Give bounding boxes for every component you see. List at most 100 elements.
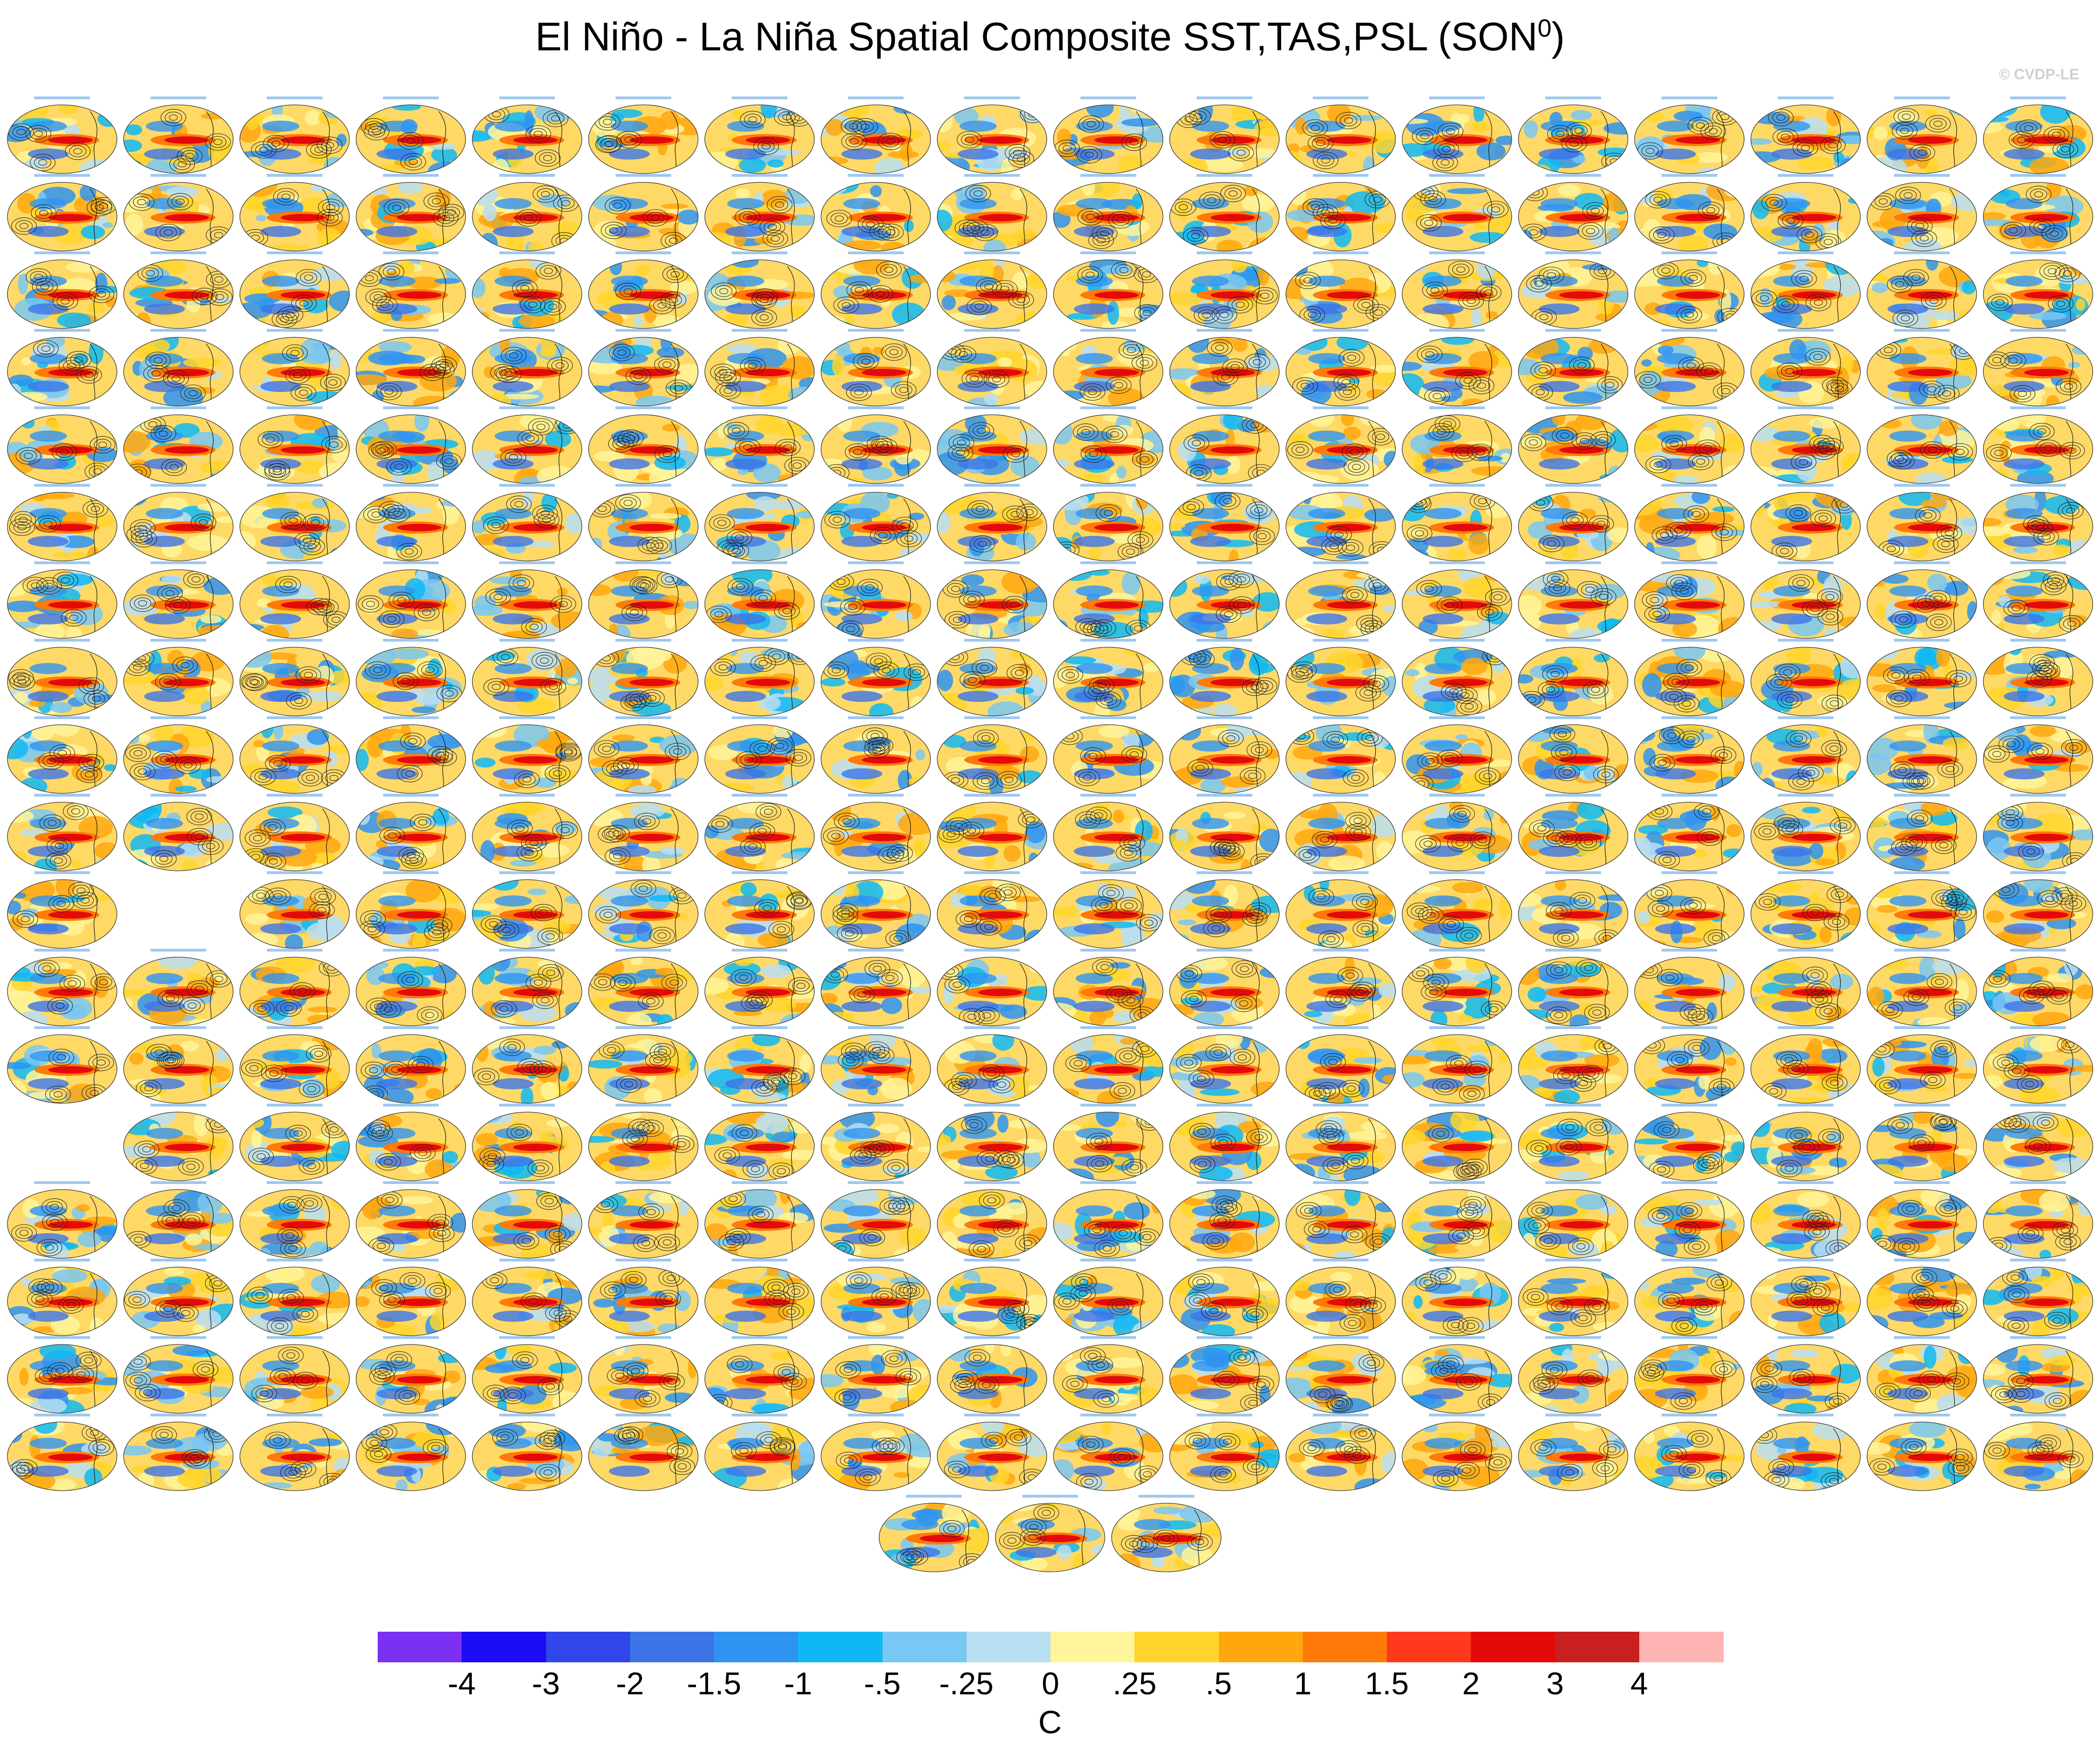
map-panel — [1402, 251, 1512, 329]
map-border — [820, 104, 931, 174]
psl-contour — [1649, 193, 1667, 206]
map-field — [1983, 492, 2093, 561]
psl-contour — [1193, 113, 1203, 120]
map-panel — [472, 561, 582, 639]
cool-anomaly-south — [841, 536, 883, 547]
anomaly-patch — [1203, 158, 1243, 172]
anomaly-patch — [1471, 466, 1512, 476]
psl-contour — [26, 125, 52, 142]
panel-title-label — [848, 251, 904, 254]
coastline — [903, 111, 911, 172]
map-panel — [1867, 251, 1977, 329]
anomaly-patch — [1826, 106, 1842, 127]
anomaly-patch — [1442, 337, 1474, 345]
anomaly-patch — [268, 244, 308, 251]
anomaly-patch — [1601, 618, 1623, 638]
psl-contour — [1913, 147, 1931, 159]
anomaly-patch — [937, 417, 959, 428]
map-panel — [820, 329, 931, 406]
psl-contour — [1085, 152, 1094, 158]
cool-anomaly-north — [2005, 353, 2043, 364]
psl-contour — [1704, 125, 1722, 137]
map-panel — [1983, 251, 2094, 329]
cool-anomaly-north — [1889, 353, 1926, 364]
panel-title-label — [1429, 329, 1485, 332]
psl-contour — [1768, 109, 1794, 126]
panel-title-label — [150, 561, 206, 564]
cool-anomaly-south — [841, 148, 883, 160]
map-panel — [1983, 329, 2094, 406]
psl-contour — [165, 111, 182, 123]
nino-core — [1559, 291, 1604, 299]
psl-contour — [1179, 204, 1188, 211]
coastline — [206, 111, 214, 172]
anomaly-patch — [1872, 282, 1888, 293]
map-border — [1169, 182, 1280, 251]
map-panel — [1634, 174, 1745, 251]
map-panel — [1285, 97, 1396, 174]
cool-anomaly-south — [1190, 536, 1231, 547]
psl-contour — [1765, 197, 1783, 209]
coastline — [1252, 188, 1260, 250]
psl-contour — [1302, 119, 1328, 137]
psl-contour — [520, 212, 537, 224]
panel-title-label — [848, 484, 904, 487]
anomaly-patch — [1406, 244, 1416, 251]
map-panel — [704, 561, 815, 639]
map-panel — [704, 406, 815, 484]
cool-anomaly-south — [1074, 226, 1115, 237]
anomaly-patch — [1140, 340, 1162, 346]
cool-anomaly-north — [378, 276, 416, 287]
anomaly-patch — [483, 204, 497, 221]
psl-contour — [1903, 192, 1913, 199]
anomaly-patch — [271, 105, 283, 118]
psl-contour — [16, 129, 26, 135]
map-panel — [1518, 484, 1629, 561]
psl-contour — [1907, 217, 1933, 235]
nino-core — [1327, 369, 1372, 376]
map-field — [1053, 415, 1163, 483]
psl-contour — [1782, 214, 1799, 227]
anomaly-patch — [567, 678, 578, 685]
map-field — [1635, 415, 1744, 483]
nino-core — [1211, 136, 1255, 144]
anomaly-patch — [2076, 298, 2086, 311]
map-border — [1285, 104, 1396, 174]
anomaly-patch — [1476, 142, 1506, 161]
psl-contour — [886, 138, 895, 145]
anomaly-patch — [1229, 549, 1239, 561]
psl-contour — [1561, 135, 1587, 153]
anomaly-patch — [198, 624, 233, 638]
psl-contour — [2017, 137, 2026, 143]
psl-contour — [544, 301, 562, 313]
panel-title-label — [1429, 406, 1485, 409]
anomaly-patch — [411, 706, 436, 714]
nino-core — [1094, 291, 1139, 299]
anomaly-patch — [247, 203, 268, 210]
anomaly-patch — [1003, 622, 1037, 638]
psl-contour — [376, 299, 394, 311]
panel-title-label — [1313, 639, 1369, 642]
cool-anomaly-north — [30, 353, 67, 364]
anomaly-patch — [326, 192, 349, 207]
panel-title-label — [34, 406, 90, 409]
psl-contour — [175, 199, 185, 205]
anomaly-patch — [125, 213, 143, 236]
psl-contour — [516, 282, 534, 294]
anomaly-patch — [1232, 338, 1248, 352]
cool-anomaly-south — [376, 226, 418, 237]
psl-contour — [963, 225, 972, 232]
psl-contour — [277, 191, 295, 203]
panel-title-label — [1662, 406, 1717, 409]
psl-contour — [402, 135, 419, 147]
anomaly-patch — [799, 167, 814, 174]
nino-core — [513, 136, 558, 144]
anomaly-patch — [81, 225, 105, 239]
anomaly-patch — [1578, 347, 1593, 361]
panel-title-label — [1313, 174, 1369, 177]
anomaly-patch — [306, 391, 347, 404]
map-panel — [239, 174, 350, 251]
psl-contour — [860, 123, 870, 130]
psl-contour — [1879, 198, 1888, 205]
anomaly-patch — [57, 573, 93, 586]
